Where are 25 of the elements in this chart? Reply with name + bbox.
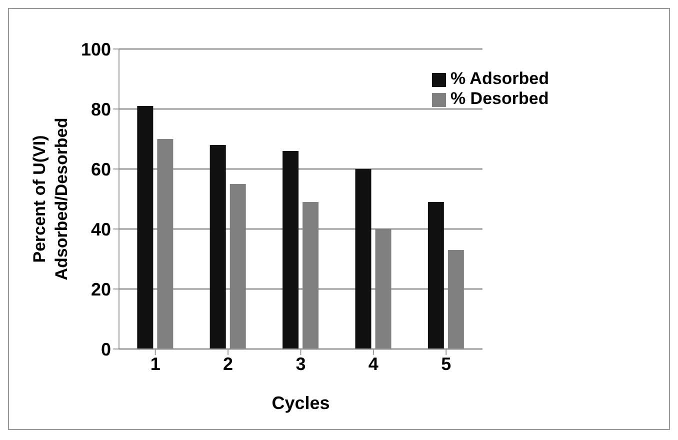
y-tick-label: 40 (90, 219, 111, 240)
legend-label: % Adsorbed (450, 69, 549, 88)
bar (210, 145, 226, 349)
bar (355, 169, 372, 349)
y-axis-title: Percent of U(VI) Adsorbed/Desorbed (30, 118, 71, 280)
y-tick-label: 80 (90, 99, 111, 120)
bar (137, 106, 154, 349)
x-tick-label: 3 (296, 354, 306, 374)
bar (157, 139, 174, 349)
bar (230, 184, 246, 349)
bar (282, 151, 299, 349)
x-tick-label: 2 (223, 354, 234, 374)
x-tick-label: 1 (150, 354, 160, 374)
y-tick-label: 0 (100, 339, 111, 360)
bar (302, 202, 319, 349)
y-tick-label: 20 (90, 279, 111, 300)
legend-label: % Desorbed (450, 89, 549, 108)
x-tick-label: 5 (441, 354, 452, 374)
x-tick-label: 4 (368, 354, 378, 374)
bar (375, 229, 392, 349)
bar (448, 250, 464, 349)
y-tick-label: 100 (80, 39, 111, 60)
bar (428, 202, 444, 349)
x-axis-title: Cycles (272, 393, 330, 413)
y-tick-label: 60 (90, 159, 111, 180)
